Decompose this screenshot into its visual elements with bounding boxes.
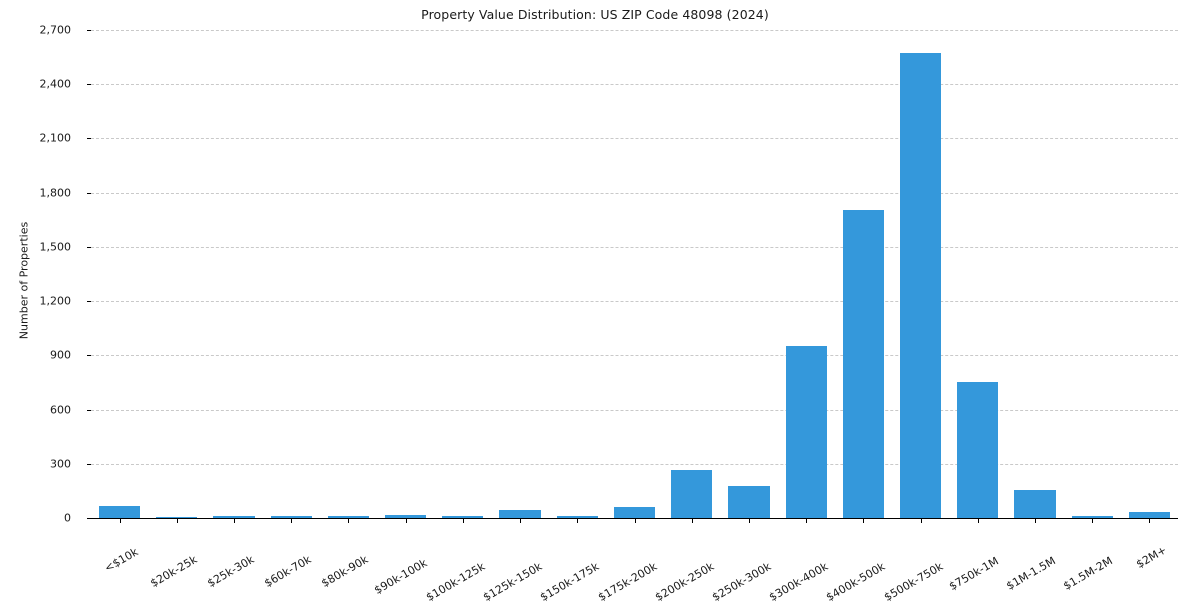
y-tick-label: 600 bbox=[50, 403, 71, 417]
y-gridline bbox=[91, 301, 1178, 303]
x-tick-label: $90k-100k bbox=[371, 556, 430, 597]
bar[interactable] bbox=[1128, 512, 1170, 518]
y-gridline bbox=[91, 30, 1178, 31]
bar[interactable] bbox=[1071, 515, 1113, 518]
x-tick-label: $300k-400k bbox=[767, 559, 831, 604]
x-tick-label: $20k-25k bbox=[147, 552, 200, 590]
y-tick-mark bbox=[87, 355, 91, 357]
y-tick-label: 1,800 bbox=[39, 186, 72, 200]
y-gridline bbox=[91, 84, 1178, 86]
y-gridline bbox=[91, 246, 1178, 248]
x-tick-label: <$10k bbox=[101, 545, 140, 575]
y-tick-mark bbox=[87, 192, 91, 194]
bar[interactable] bbox=[99, 506, 141, 518]
y-tick-mark bbox=[87, 246, 91, 248]
x-tick-label: $2M+ bbox=[1134, 543, 1170, 571]
x-tick-label: $1.5M-2M bbox=[1061, 554, 1115, 593]
x-tick-label: $80k-90k bbox=[319, 552, 371, 590]
x-tick-mark bbox=[462, 518, 464, 523]
y-tick-label: 2,400 bbox=[39, 77, 72, 91]
x-tick-label: $1M-1.5M bbox=[1004, 554, 1058, 593]
y-tick-mark bbox=[87, 138, 91, 140]
y-tick-mark bbox=[87, 301, 91, 303]
x-tick-mark bbox=[176, 518, 178, 523]
x-tick-label: $175k-200k bbox=[595, 559, 659, 604]
x-tick-label: $125k-150k bbox=[480, 559, 545, 604]
y-gridline bbox=[91, 192, 1178, 194]
y-tick-label: 1,500 bbox=[39, 240, 72, 254]
y-tick-label: 1,200 bbox=[39, 294, 72, 308]
x-tick-label: $400k-500k bbox=[824, 559, 888, 604]
x-tick-mark bbox=[577, 518, 579, 523]
x-tick-mark bbox=[977, 518, 979, 523]
y-tick-mark bbox=[87, 463, 91, 465]
x-tick-mark bbox=[520, 518, 522, 523]
bar[interactable] bbox=[785, 345, 827, 518]
bar[interactable] bbox=[899, 53, 942, 518]
bar[interactable] bbox=[213, 515, 255, 518]
y-gridline bbox=[91, 409, 1178, 411]
y-tick-mark bbox=[87, 409, 91, 411]
bar[interactable] bbox=[385, 514, 427, 518]
y-tick-label: 2,100 bbox=[39, 131, 72, 145]
y-gridline bbox=[91, 463, 1178, 465]
bar[interactable] bbox=[613, 507, 656, 518]
bar[interactable] bbox=[327, 516, 370, 518]
x-tick-mark bbox=[806, 518, 808, 523]
y-tick-mark bbox=[87, 84, 91, 86]
y-tick-label: 0 bbox=[64, 511, 71, 525]
x-tick-mark bbox=[234, 518, 236, 523]
bar[interactable] bbox=[156, 516, 198, 518]
bar[interactable] bbox=[671, 469, 713, 518]
x-tick-label: $500k-750k bbox=[881, 559, 945, 604]
x-tick-mark bbox=[291, 518, 293, 523]
x-tick-mark bbox=[1034, 518, 1036, 523]
bar[interactable] bbox=[842, 210, 884, 518]
x-tick-mark bbox=[1092, 518, 1094, 523]
bar[interactable] bbox=[499, 510, 541, 518]
x-tick-label: $100k-125k bbox=[423, 559, 488, 604]
y-tick-label: 300 bbox=[50, 457, 71, 471]
y-gridline bbox=[91, 355, 1178, 357]
x-tick-label: $25k-30k bbox=[205, 552, 257, 590]
x-tick-mark bbox=[405, 518, 407, 523]
x-tick-label: $200k-250k bbox=[652, 559, 717, 604]
chart-title: Property Value Distribution: US ZIP Code… bbox=[421, 7, 769, 22]
x-tick-mark bbox=[634, 518, 636, 523]
chart-figure: Property Value Distribution: US ZIP Code… bbox=[18, 7, 1178, 604]
x-tick-mark bbox=[920, 518, 922, 523]
x-tick-mark bbox=[119, 518, 121, 523]
y-gridline bbox=[91, 138, 1178, 140]
bar[interactable] bbox=[270, 516, 312, 518]
bar[interactable] bbox=[442, 515, 484, 518]
bar[interactable] bbox=[556, 516, 598, 518]
bar[interactable] bbox=[728, 485, 770, 518]
x-tick-mark bbox=[691, 518, 693, 523]
x-tick-label: $250k-300k bbox=[709, 559, 774, 604]
y-tick-label: 900 bbox=[50, 348, 71, 362]
x-tick-label: $750k-1M bbox=[946, 554, 1001, 594]
x-tick-label: $60k-70k bbox=[262, 552, 314, 590]
x-tick-mark bbox=[1149, 518, 1151, 523]
y-tick-label: 2,700 bbox=[39, 23, 72, 37]
y-tick-mark bbox=[87, 30, 91, 31]
x-tick-mark bbox=[863, 518, 865, 523]
x-tick-mark bbox=[748, 518, 750, 523]
bar[interactable] bbox=[1014, 490, 1056, 518]
y-tick-mark bbox=[87, 518, 91, 519]
x-tick-label: $150k-175k bbox=[538, 559, 602, 604]
plot-area: 0 300 600 900 1,200 1,500 1,800 2,100 2,400 2,700 bbox=[40, 24, 1178, 525]
bar[interactable] bbox=[957, 382, 999, 518]
x-tick-mark bbox=[348, 518, 350, 523]
